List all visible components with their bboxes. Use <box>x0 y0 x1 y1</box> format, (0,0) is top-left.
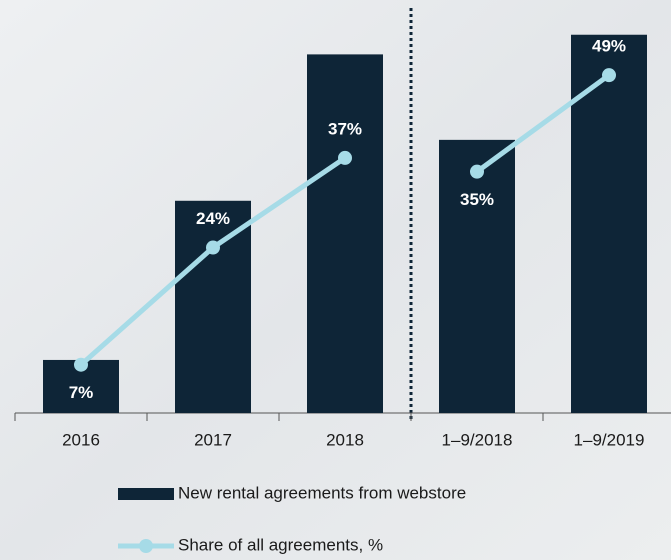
bar <box>307 54 383 413</box>
bar <box>175 201 251 413</box>
x-tick-label: 1–9/2018 <box>442 430 513 449</box>
legend-swatch <box>139 539 153 553</box>
legend-label: Share of all agreements, % <box>178 535 383 554</box>
value-label: 49% <box>592 37 626 56</box>
value-label: 24% <box>196 209 230 228</box>
x-tick-label: 1–9/2019 <box>574 430 645 449</box>
value-label: 37% <box>328 119 362 138</box>
bar <box>571 35 647 413</box>
line-point <box>74 358 88 372</box>
value-label: 7% <box>69 383 94 402</box>
x-tick-label: 2017 <box>194 430 232 449</box>
line-point <box>206 241 220 255</box>
x-tick-label: 2018 <box>326 430 364 449</box>
line-point <box>602 68 616 82</box>
chart: 2016 2017 2018 1–9/2018 1–9/2019 7% 24% 37% 35% 4… <box>0 0 671 560</box>
value-label: 35% <box>460 190 494 209</box>
line-point <box>470 165 484 179</box>
x-tick-label: 2016 <box>62 430 100 449</box>
legend-label: New rental agreements from webstore <box>178 483 466 502</box>
legend-swatch <box>118 488 174 500</box>
line-point <box>338 151 352 165</box>
bar <box>439 140 515 413</box>
